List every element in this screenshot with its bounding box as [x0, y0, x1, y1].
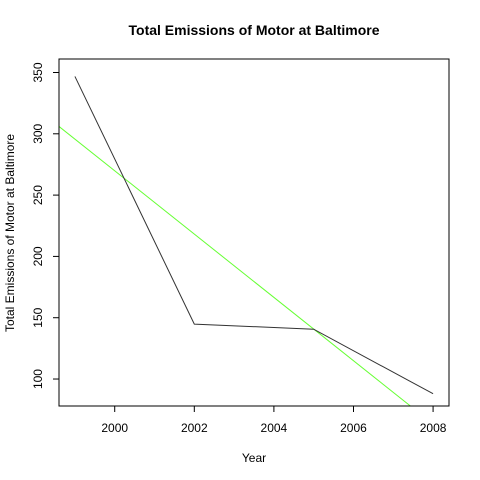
y-tick-label: 200 — [31, 246, 45, 266]
x-tick-label: 2002 — [181, 421, 208, 435]
x-axis-label: Year — [242, 451, 266, 465]
y-tick-label: 150 — [31, 307, 45, 327]
y-tick-label: 300 — [31, 123, 45, 143]
y-axis-label: Total Emissions of Motor at Baltimore — [3, 134, 17, 332]
chart-title: Total Emissions of Motor at Baltimore — [129, 22, 380, 38]
plot-area: 2000 2002 2004 2006 2008 100 150 200 250 300 350 — [31, 58, 450, 435]
plot-frame — [58, 58, 450, 407]
y-tick-label: 250 — [31, 185, 45, 205]
x-tick-label: 2006 — [340, 421, 367, 435]
y-tick-label: 100 — [31, 369, 45, 389]
x-tick-label: 2000 — [101, 421, 128, 435]
trend-line — [59, 126, 411, 406]
x-tick-label: 2008 — [420, 421, 447, 435]
y-tick-label: 350 — [31, 62, 45, 82]
emissions-series-line — [74, 76, 434, 395]
x-tick-label: 2004 — [261, 421, 288, 435]
